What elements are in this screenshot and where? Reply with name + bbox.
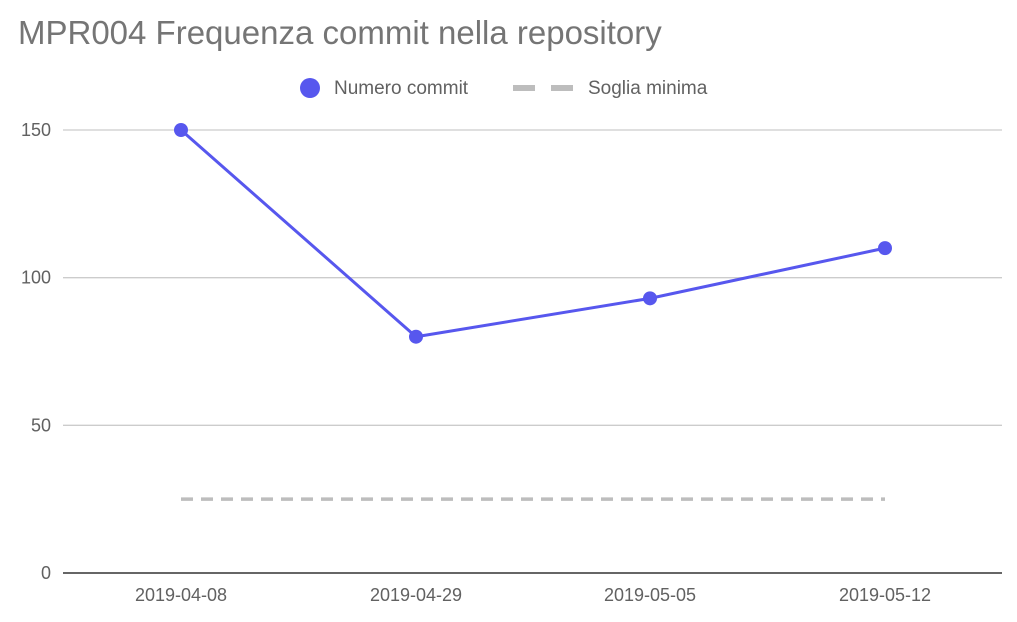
legend-label: Soglia minima — [588, 78, 708, 99]
data-point — [643, 291, 657, 306]
x-tick-label: 2019-05-05 — [604, 585, 696, 605]
legend-marker-circle — [300, 78, 320, 98]
legend-label: Numero commit — [334, 78, 469, 99]
data-point — [878, 241, 892, 256]
x-tick-label: 2019-04-29 — [370, 585, 462, 605]
x-tick-label: 2019-05-12 — [839, 585, 931, 605]
series-line — [180, 128, 886, 339]
x-tick-label: 2019-04-08 — [135, 585, 227, 605]
chart-title: MPR004 Frequenza commit nella repository — [18, 14, 662, 51]
y-tick-label: 150 — [21, 120, 51, 140]
data-point — [409, 329, 423, 344]
y-tick-label: 100 — [21, 268, 51, 288]
y-tick-label: 50 — [31, 415, 51, 435]
y-tick-label: 0 — [41, 563, 51, 583]
data-point — [174, 123, 188, 137]
